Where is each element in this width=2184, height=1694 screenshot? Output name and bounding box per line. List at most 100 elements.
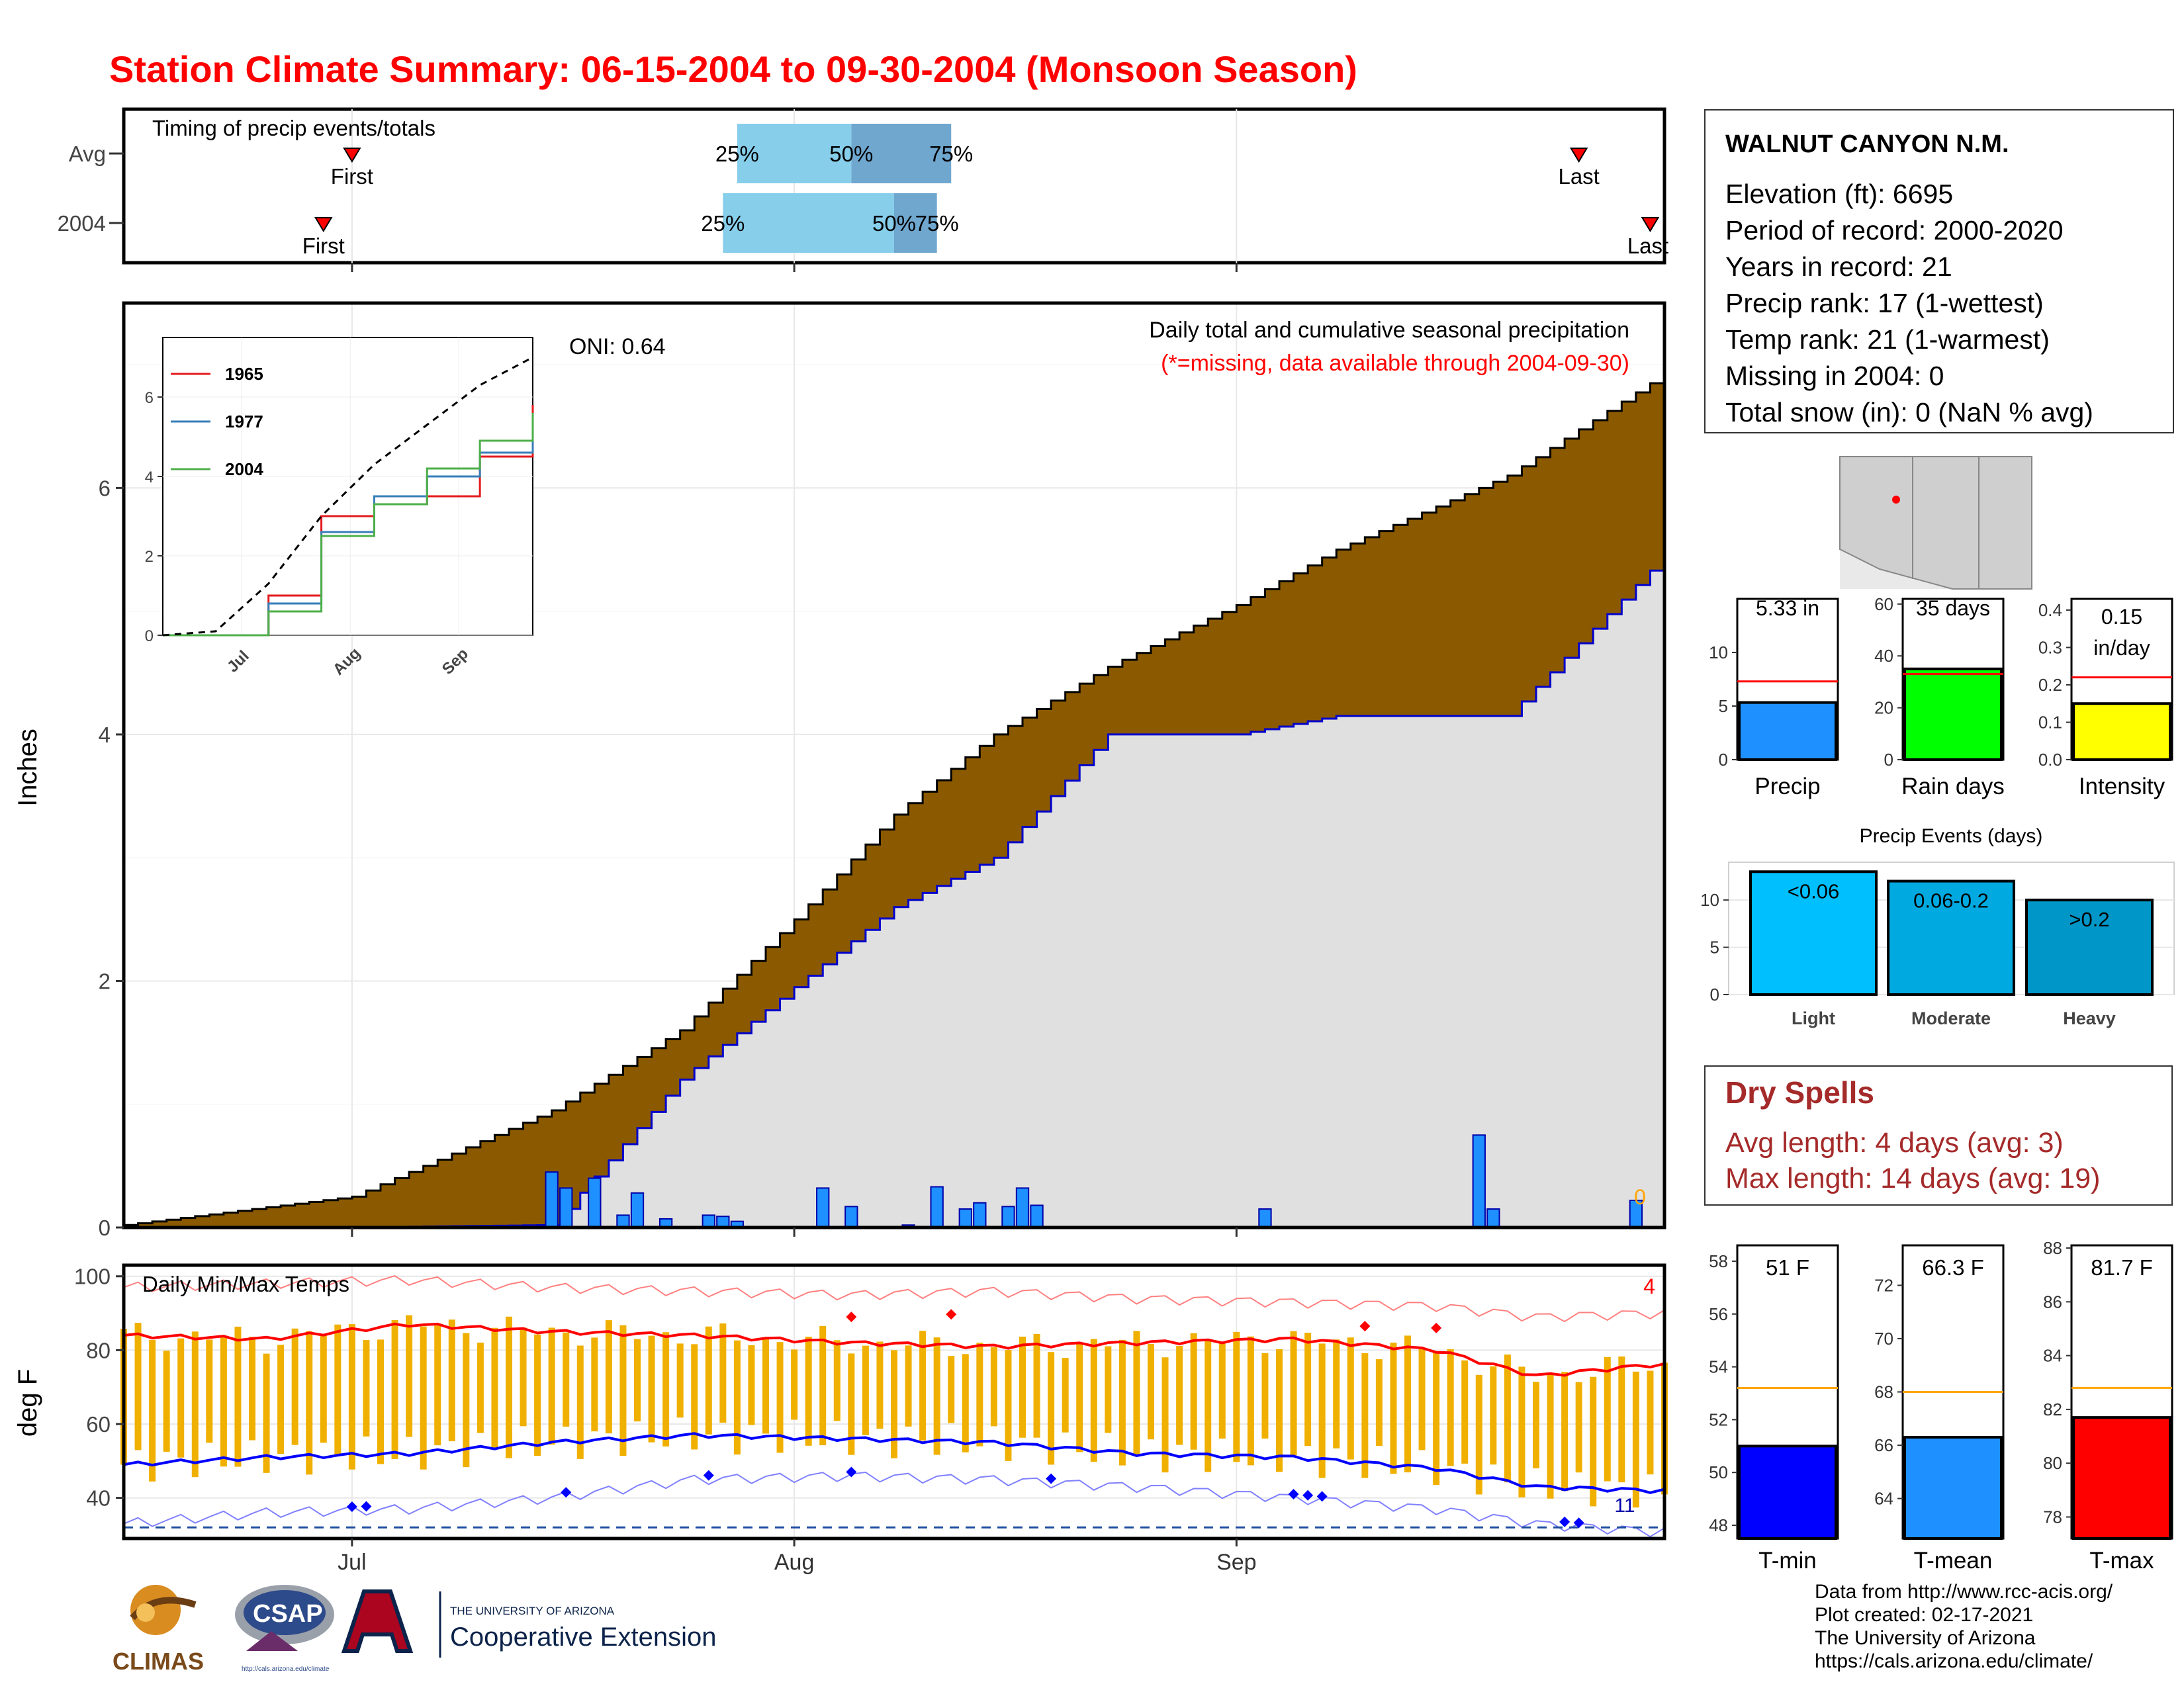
- temp-range-bar: [334, 1324, 341, 1454]
- record-low-marker: [1046, 1473, 1057, 1484]
- record-low-count: 11: [1614, 1495, 1635, 1517]
- dry-spells-box: Dry Spells Avg length: 4 days (avg: 3) M…: [1704, 1065, 2173, 1206]
- temp-range-bar: [306, 1331, 313, 1475]
- temp-range-bar: [648, 1335, 655, 1443]
- daily-precip-bar: [559, 1187, 573, 1228]
- daily-precip-bar: [1030, 1204, 1044, 1229]
- temp-range-bar: [1561, 1372, 1569, 1492]
- record-low-marker: [1316, 1491, 1328, 1502]
- station-precip-rank: Precip rank: 17 (1-wettest): [1725, 288, 2044, 318]
- summary-bar: [1903, 667, 2003, 761]
- y-tick-label: 52: [1709, 1409, 1728, 1429]
- temp-range-bar: [534, 1334, 541, 1456]
- ua-extension: Cooperative Extension: [450, 1623, 716, 1652]
- temp-range-bar: [1375, 1359, 1383, 1447]
- temp-range-bar: [705, 1326, 712, 1435]
- temp-range-bar: [563, 1332, 570, 1427]
- inset-y-tick-label: 6: [145, 389, 154, 407]
- event-category: Light: [1792, 1008, 1835, 1028]
- temp-summary-label: T-mean: [1914, 1548, 1993, 1574]
- temp-range-bar: [862, 1345, 869, 1435]
- dry-spells-max: Max length: 14 days (avg: 19): [1725, 1163, 2101, 1194]
- climas-logo: CLIMAS: [113, 1585, 204, 1675]
- daily-precip-bar: [930, 1186, 944, 1228]
- y-tick-label: 0: [1884, 750, 1893, 770]
- temp-range-bar: [1048, 1352, 1055, 1465]
- y-tick-label: 10: [1700, 890, 1719, 910]
- temp-range-bar: [1533, 1382, 1539, 1469]
- temp-range-bar: [634, 1339, 641, 1422]
- temp-range-bar: [506, 1316, 512, 1458]
- csap-wordmark: CSAP: [253, 1600, 323, 1628]
- temp-range-bar: [320, 1335, 327, 1443]
- daily-precip-bar: [844, 1206, 858, 1229]
- record-low-marker: [1302, 1490, 1314, 1501]
- temp-range-bar: [1347, 1337, 1354, 1460]
- record-low-marker: [1288, 1489, 1299, 1500]
- timing-label: Timing of precip events/totals: [152, 116, 435, 140]
- station-missing: Missing in 2004: 0: [1725, 361, 1944, 391]
- first-marker: [343, 148, 361, 163]
- temp-range-bar: [1461, 1360, 1469, 1464]
- iqr-lower-bar: [723, 193, 894, 253]
- station-years: Years in record: 21: [1725, 251, 1952, 282]
- temp-range-bar: [1090, 1339, 1097, 1462]
- inset-y-tick-label: 2: [145, 548, 154, 566]
- iqr-lower-bar: [737, 124, 852, 183]
- y-tick-label: 54: [1709, 1357, 1728, 1377]
- avg-min-line: [123, 1432, 1665, 1494]
- temp-range-bar: [591, 1337, 598, 1432]
- y-tick-label: 78: [2043, 1507, 2062, 1527]
- y-tick-label: 100: [74, 1265, 111, 1289]
- summary-bar: [2072, 702, 2171, 761]
- temp-summary-label: T-max: [2089, 1548, 2154, 1574]
- temp-range-bar: [434, 1324, 441, 1446]
- station-name: WALNUT CANYON N.M.: [1725, 130, 2009, 158]
- daily-precip-bar: [545, 1171, 559, 1229]
- temp-range-bar: [1019, 1336, 1026, 1438]
- temp-range-bar: [234, 1326, 242, 1467]
- temp-range-bar: [1575, 1382, 1582, 1473]
- percentile-label: 75%: [915, 211, 959, 236]
- precip-caption: Daily total and cumulative seasonal prec…: [1149, 318, 1629, 343]
- y-tick-label: 80: [86, 1338, 111, 1362]
- daily-precip-bar: [1486, 1208, 1500, 1229]
- avg-cumulative-line: [124, 382, 1664, 1226]
- temp-range-bar: [448, 1319, 455, 1442]
- temp-summary-bar: [1903, 1435, 2003, 1540]
- y-tick-label: 50: [1709, 1462, 1728, 1482]
- temp-range-bar: [1475, 1374, 1482, 1495]
- inset-legend-label: 1977: [225, 412, 263, 431]
- event-bin-label: >0.2: [2069, 908, 2109, 931]
- temp-range-bar: [1447, 1349, 1454, 1466]
- location-map: [1839, 456, 2032, 590]
- station-location-marker: [1892, 496, 1900, 504]
- last-label: Last: [1558, 164, 1599, 189]
- temp-range-bar: [1118, 1339, 1126, 1466]
- temp-range-bar: [249, 1337, 255, 1441]
- temp-summary-bar: [1738, 1445, 1837, 1540]
- temp-range-bar: [1547, 1374, 1554, 1499]
- temp-range-bar: [1005, 1350, 1012, 1461]
- temp-range-bar: [891, 1350, 897, 1458]
- temp-range-bar: [134, 1323, 142, 1450]
- daily-precip-bar: [616, 1214, 630, 1228]
- credit-line: The University of Arizona: [1815, 1627, 2036, 1649]
- daily-precip-bar: [702, 1214, 715, 1228]
- temp-range-bar: [220, 1337, 227, 1467]
- station-elevation: Elevation (ft): 6695: [1725, 179, 1954, 209]
- temp-range-bar: [291, 1328, 298, 1445]
- y-tick-label: 48: [1709, 1515, 1728, 1535]
- temp-range-bar: [1433, 1353, 1440, 1485]
- temp-range-bar: [948, 1356, 955, 1423]
- events-title: Precip Events (days): [1860, 825, 2043, 847]
- precip-panel: 0 2 4 6 Inches Daily total and cumulative sea…: [13, 301, 1666, 1240]
- y-tick-label: 0.4: [2038, 600, 2062, 620]
- missing-note: (*=missing, data available through 2004-…: [1161, 351, 1629, 376]
- y-tick-label: 68: [1874, 1382, 1893, 1402]
- temp-range-bar: [391, 1319, 398, 1459]
- inset-avg-line: [162, 356, 533, 637]
- temp-range-bar: [619, 1325, 627, 1456]
- temp-range-bar: [1418, 1349, 1426, 1450]
